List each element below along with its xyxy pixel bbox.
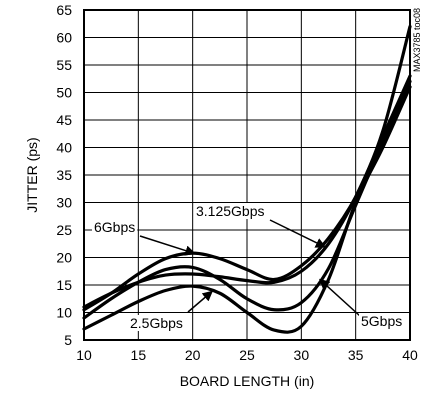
annotation-bg-5gbps [359, 313, 405, 329]
watermark-label: MAX3785 toc08 [412, 8, 422, 72]
y-tick-label: 30 [56, 195, 72, 211]
annotation-label-6gbps: 6Gbps [94, 219, 135, 235]
x-tick-label: 25 [239, 347, 255, 363]
y-tick-label: 20 [56, 250, 72, 266]
annotation-arrow-2-5gbps [187, 290, 214, 313]
x-tick-label: 15 [131, 347, 147, 363]
y-tick-label: 25 [56, 222, 72, 238]
plot-frame [83, 9, 411, 341]
annotation-arrow-5gbps [319, 278, 361, 317]
y-tick-label: 55 [56, 57, 72, 73]
annotation-bg-6gbps [92, 219, 138, 235]
y-axis-title: JITTER (ps) [24, 137, 40, 212]
y-tick-label: 50 [56, 85, 72, 101]
x-tick-label: 20 [185, 347, 201, 363]
x-tick-label: 35 [348, 347, 364, 363]
y-tick-label: 15 [56, 277, 72, 293]
y-tick-label: 60 [56, 30, 72, 46]
annotation-label-3-125gbps: 3.125Gbps [196, 203, 265, 219]
x-tick-label: 40 [402, 347, 418, 363]
x-axis-title: BOARD LENGTH (in) [180, 373, 315, 389]
y-tick-label: 40 [56, 140, 72, 156]
series-line-2-5gbps [82, 85, 412, 334]
annotation-arrow-6gbps [139, 235, 196, 256]
y-tick-label: 10 [56, 305, 72, 321]
annotation-bg-2-5gbps [128, 315, 185, 331]
annotations: 6Gbps 3.125Gbps 5Gbps 2.5Gbps [92, 203, 405, 331]
x-tick-label: 30 [294, 347, 310, 363]
x-tick-label: 10 [76, 347, 92, 363]
annotation-arrow-3-125gbps [269, 219, 327, 248]
annotation-bg-3-125gbps [194, 203, 267, 219]
series-lines [82, 24, 412, 334]
y-tick-label: 35 [56, 167, 72, 183]
y-tick-label: 65 [56, 2, 72, 18]
y-tick-label: 5 [64, 332, 72, 348]
annotation-label-2-5gbps: 2.5Gbps [130, 315, 183, 331]
grid [83, 9, 411, 341]
annotation-label-5gbps: 5Gbps [361, 313, 402, 329]
y-tick-label: 45 [56, 112, 72, 128]
